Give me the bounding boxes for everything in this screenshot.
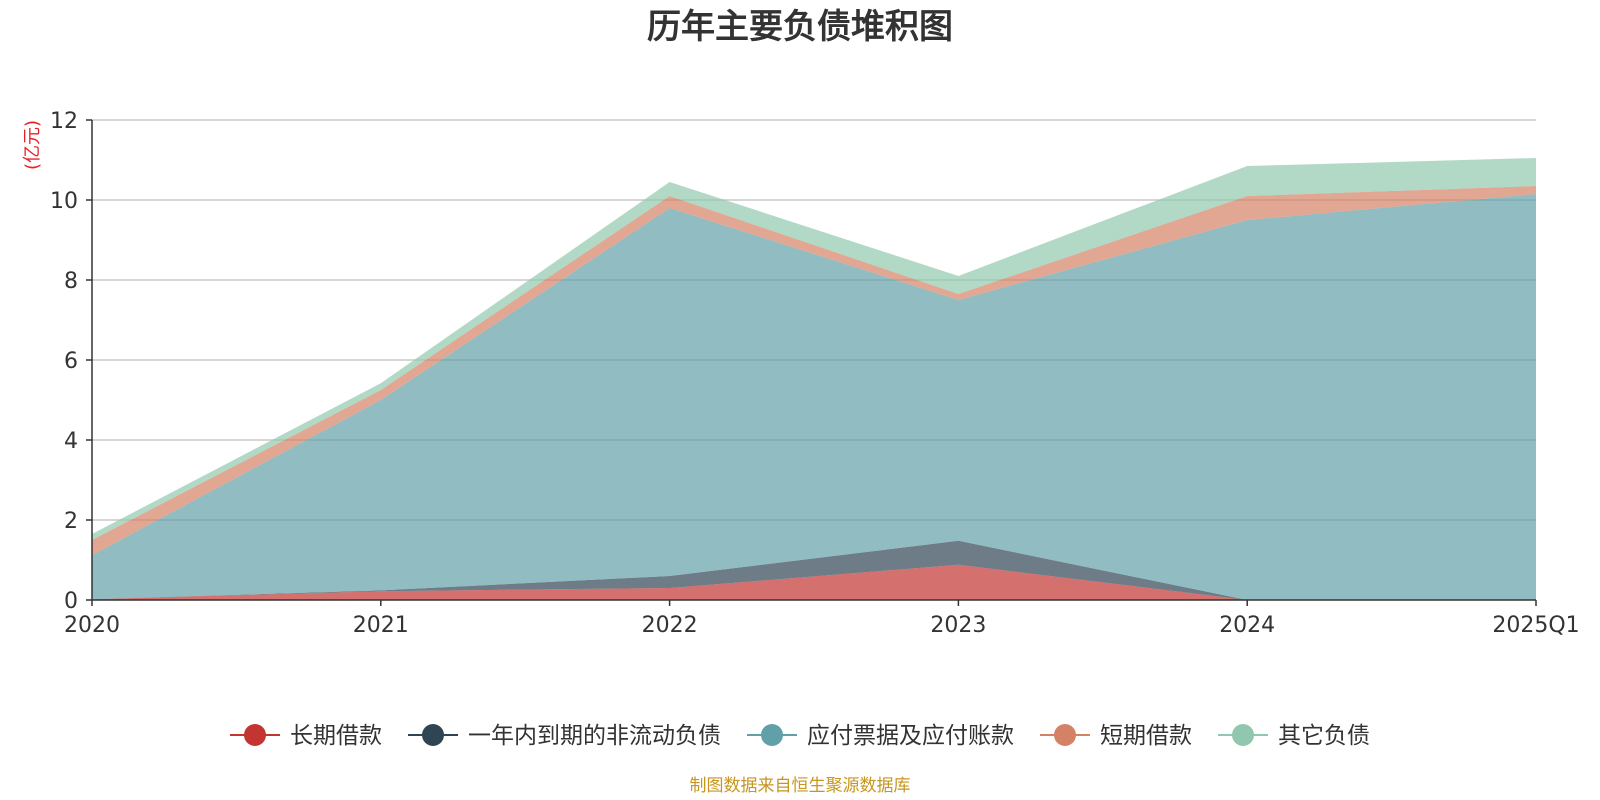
legend-item-2[interactable]: 一年内到期的非流动负债	[408, 723, 721, 749]
y-tick-label: 10	[50, 189, 78, 214]
y-tick-label: 6	[64, 349, 78, 374]
x-tick-label: 2022	[642, 613, 698, 638]
legend-label: 长期借款	[290, 723, 382, 749]
legend-label: 短期借款	[1100, 723, 1192, 749]
area-series-5	[92, 158, 1536, 540]
y-tick-label: 12	[50, 109, 78, 134]
x-tick-label: 2020	[64, 613, 120, 638]
y-tick-label: 2	[64, 509, 78, 534]
y-tick-label: 4	[64, 429, 78, 454]
area-series-2	[92, 540, 1536, 600]
area-series-3	[92, 194, 1536, 600]
x-tick-label: 2025Q1	[1492, 613, 1579, 638]
legend-label: 其它负债	[1278, 723, 1370, 749]
area-series-1	[92, 564, 1536, 600]
legend[interactable]: 长期借款 一年内到期的非流动负债 应付票据及应付账款 短期借款 其它负债	[230, 723, 1370, 749]
legend-label: 一年内到期的非流动负债	[468, 723, 721, 749]
legend-circle-icon	[1232, 724, 1254, 746]
legend-circle-icon	[244, 724, 266, 746]
y-tick-label: 8	[64, 269, 78, 294]
area-series	[92, 158, 1536, 600]
x-tick-label: 2021	[353, 613, 409, 638]
data-source-note: 制图数据来自恒生聚源数据库	[690, 776, 911, 796]
legend-circle-icon	[422, 724, 444, 746]
legend-circle-icon	[1054, 724, 1076, 746]
x-tick-label: 2024	[1219, 613, 1275, 638]
y-tick-label: 0	[64, 589, 78, 614]
y-axis-unit-label: (亿元)	[22, 120, 43, 170]
legend-circle-icon	[761, 724, 783, 746]
x-tick-label: 2023	[930, 613, 986, 638]
legend-item-4[interactable]: 短期借款	[1040, 723, 1192, 749]
chart-title: 历年主要负债堆积图	[647, 7, 953, 47]
axes: 0 2 4 6 8 10 12 2020 2021 2022 2023 2024 2025Q1	[50, 109, 1580, 638]
legend-label: 应付票据及应付账款	[807, 723, 1014, 749]
legend-item-5[interactable]: 其它负债	[1218, 723, 1370, 749]
legend-item-3[interactable]: 应付票据及应付账款	[747, 723, 1014, 749]
legend-item-1[interactable]: 长期借款	[230, 723, 382, 749]
